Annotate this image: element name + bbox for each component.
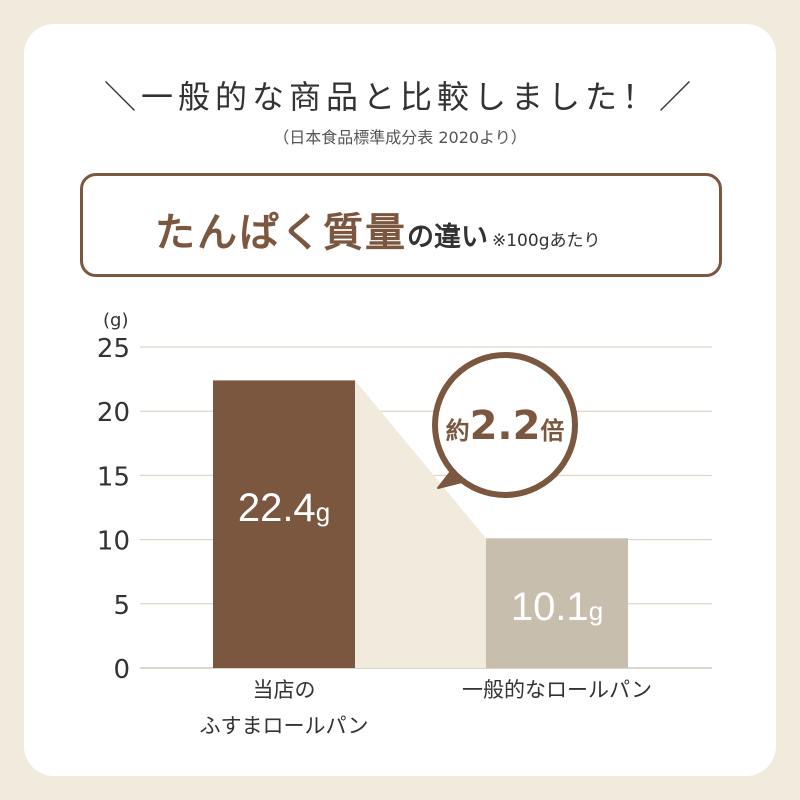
y-tick-label: 20 (97, 398, 130, 428)
y-tick-label: 10 (97, 527, 130, 557)
y-tick-label: 0 (113, 655, 130, 685)
title-banner: たんぱく質量の違い ※100gあたり (80, 173, 722, 277)
callout-circle (432, 352, 578, 498)
bar (486, 538, 628, 668)
headline: ＼一般的な商品と比較しました！／ (103, 78, 696, 116)
y-tick-label: 15 (97, 462, 130, 492)
source-note: （日本食品標準成分表 2020より） (273, 128, 527, 147)
y-axis-unit: (g) (103, 310, 129, 331)
comparison-connector (355, 380, 486, 668)
banner-main-text: たんぱく質量 (155, 210, 407, 256)
bar (213, 380, 355, 668)
x-category-label: 当店のふすまロールパン (199, 678, 368, 738)
y-tick-label: 5 (113, 591, 130, 621)
callout-text: 約2.2倍 (446, 403, 565, 449)
data-label: 22.4g (238, 486, 330, 530)
data-label: 10.1g (511, 585, 603, 629)
banner-sub-text: の違い (407, 222, 488, 253)
y-tick-label: 25 (97, 334, 130, 364)
banner-note: ※100gあたり (492, 231, 601, 251)
banner-text: たんぱく質量の違い ※100gあたり (155, 200, 600, 258)
x-category-label: 一般的なロールパン (462, 678, 652, 702)
